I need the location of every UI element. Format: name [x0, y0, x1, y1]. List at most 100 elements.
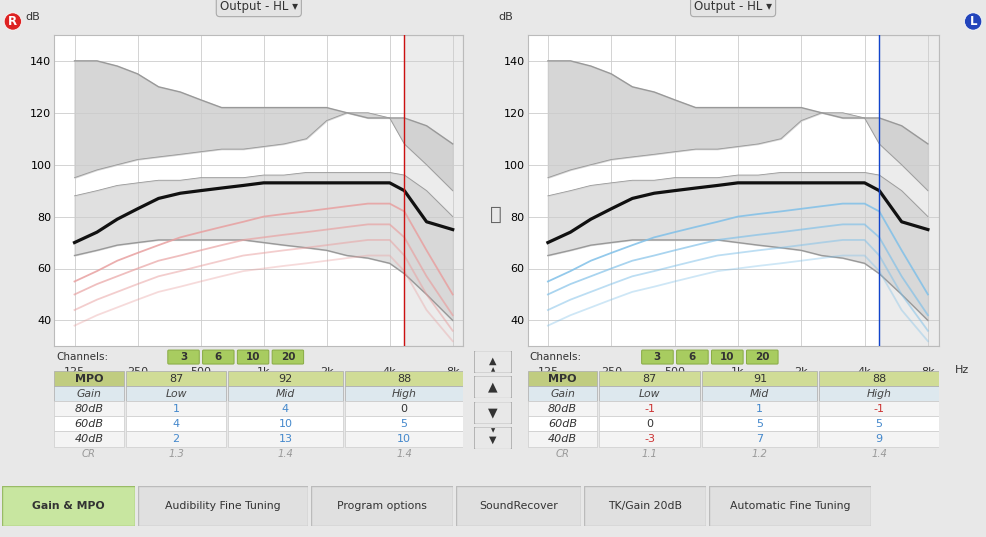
Bar — [819, 416, 939, 431]
Text: ▼: ▼ — [491, 429, 495, 433]
FancyBboxPatch shape — [642, 350, 673, 364]
Text: 4k: 4k — [383, 367, 396, 377]
Text: 9: 9 — [876, 434, 882, 444]
FancyBboxPatch shape — [168, 350, 199, 364]
Text: 20: 20 — [281, 352, 295, 362]
Text: Channels:: Channels: — [529, 352, 582, 362]
Text: Program options: Program options — [336, 501, 427, 511]
Text: MPO: MPO — [75, 374, 104, 383]
Bar — [228, 401, 343, 416]
Text: 6: 6 — [689, 352, 696, 362]
Text: R: R — [8, 15, 18, 28]
Text: Low: Low — [639, 389, 661, 398]
FancyBboxPatch shape — [474, 427, 512, 449]
Text: High: High — [867, 389, 891, 398]
Bar — [702, 416, 817, 431]
Text: 10: 10 — [278, 419, 293, 429]
Text: ⧉: ⧉ — [490, 205, 501, 224]
Text: 125: 125 — [537, 367, 558, 377]
Text: Output - HL ▾: Output - HL ▾ — [694, 0, 772, 13]
Bar — [528, 431, 598, 447]
Text: 1.4: 1.4 — [277, 449, 294, 459]
Text: ▲: ▲ — [491, 367, 495, 372]
Bar — [126, 401, 226, 416]
Text: 4: 4 — [173, 419, 179, 429]
Bar — [126, 416, 226, 431]
Text: 5: 5 — [876, 419, 882, 429]
Text: 60dB: 60dB — [75, 419, 104, 429]
Text: 2k: 2k — [795, 367, 809, 377]
Bar — [345, 431, 463, 447]
Text: 6: 6 — [215, 352, 222, 362]
Text: dB: dB — [26, 12, 40, 23]
Bar — [528, 386, 598, 401]
Bar — [345, 401, 463, 416]
FancyBboxPatch shape — [202, 350, 234, 364]
Text: 8k: 8k — [446, 367, 459, 377]
Text: 91: 91 — [752, 374, 767, 383]
Bar — [819, 371, 939, 386]
Text: SoundRecover: SoundRecover — [479, 501, 557, 511]
Text: Automatic Fine Tuning: Automatic Fine Tuning — [730, 501, 850, 511]
Text: 0: 0 — [400, 404, 407, 414]
Bar — [819, 386, 939, 401]
Text: Output - HL ▾: Output - HL ▾ — [220, 0, 298, 13]
FancyBboxPatch shape — [474, 376, 512, 398]
Bar — [819, 401, 939, 416]
Text: Gain & MPO: Gain & MPO — [33, 501, 105, 511]
Text: High: High — [391, 389, 416, 398]
Text: 87: 87 — [169, 374, 183, 383]
Bar — [126, 371, 226, 386]
Bar — [126, 431, 226, 447]
Text: 92: 92 — [278, 374, 293, 383]
Text: 4: 4 — [282, 404, 289, 414]
Text: 7: 7 — [756, 434, 763, 444]
Text: ▼: ▼ — [489, 434, 497, 444]
Text: Hz: Hz — [480, 365, 494, 375]
Text: 87: 87 — [643, 374, 657, 383]
Text: 80dB: 80dB — [75, 404, 104, 414]
Bar — [54, 431, 124, 447]
Text: 3: 3 — [654, 352, 661, 362]
Text: ▲: ▲ — [489, 356, 497, 366]
Bar — [528, 416, 598, 431]
Bar — [599, 386, 700, 401]
Text: 2: 2 — [173, 434, 179, 444]
Text: TK/Gain 20dB: TK/Gain 20dB — [607, 501, 682, 511]
Bar — [702, 371, 817, 386]
Text: 3: 3 — [179, 352, 187, 362]
Bar — [345, 386, 463, 401]
Text: Gain: Gain — [550, 389, 575, 398]
Text: ▼: ▼ — [488, 407, 498, 419]
Text: 8k: 8k — [921, 367, 935, 377]
Text: 1.4: 1.4 — [871, 449, 887, 459]
Text: 1.1: 1.1 — [642, 449, 658, 459]
Text: 10: 10 — [397, 434, 411, 444]
FancyBboxPatch shape — [746, 350, 778, 364]
FancyBboxPatch shape — [712, 350, 743, 364]
Bar — [54, 401, 124, 416]
Text: 1k: 1k — [257, 367, 270, 377]
Bar — [599, 416, 700, 431]
Bar — [404, 35, 463, 346]
Text: 5: 5 — [400, 419, 407, 429]
FancyBboxPatch shape — [272, 350, 304, 364]
Text: Mid: Mid — [276, 389, 295, 398]
Text: 1: 1 — [173, 404, 179, 414]
Text: 1.4: 1.4 — [396, 449, 412, 459]
Bar — [702, 431, 817, 447]
Text: L: L — [969, 15, 977, 28]
Bar — [345, 416, 463, 431]
Text: 88: 88 — [872, 374, 886, 383]
Text: 500: 500 — [190, 367, 211, 377]
Text: 88: 88 — [397, 374, 411, 383]
Bar — [228, 431, 343, 447]
Text: 500: 500 — [664, 367, 685, 377]
Text: 1: 1 — [756, 404, 763, 414]
Bar — [54, 416, 124, 431]
Text: 40dB: 40dB — [548, 434, 577, 444]
Bar — [126, 386, 226, 401]
Text: 1.3: 1.3 — [168, 449, 184, 459]
Text: 2k: 2k — [319, 367, 333, 377]
Text: 10: 10 — [246, 352, 260, 362]
